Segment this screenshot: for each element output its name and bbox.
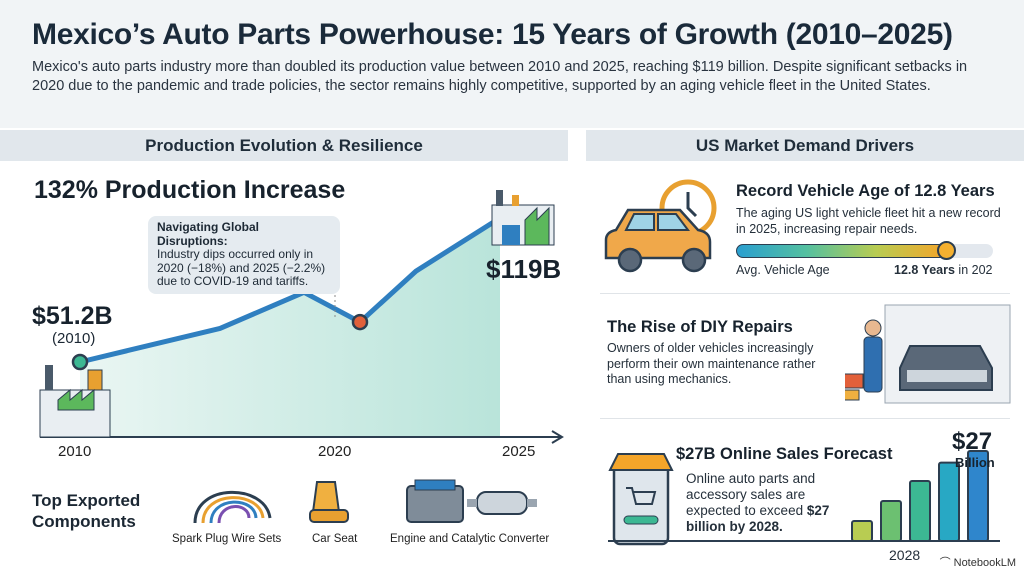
tick-2025: 2025 bbox=[502, 443, 536, 460]
online-text: Online auto parts and accessory sales ar… bbox=[686, 471, 834, 535]
bar-xlabel: 2028 bbox=[889, 547, 921, 563]
divider bbox=[600, 418, 1010, 419]
divider bbox=[600, 293, 1010, 294]
factory-icon-2010 bbox=[39, 365, 111, 438]
header bbox=[0, 0, 1024, 128]
component-icons bbox=[193, 479, 537, 524]
gauge-value-rest: in 202 bbox=[954, 263, 993, 277]
brand-text: NotebookLM bbox=[953, 557, 1016, 569]
gauge-value: 12.8 Years in 202 bbox=[894, 263, 992, 279]
bar-2 bbox=[880, 500, 902, 542]
section-title-production: Production Evolution & Resilience bbox=[0, 130, 568, 161]
components-title: Top Exported Components bbox=[32, 491, 141, 531]
diy-mechanic-icon bbox=[845, 304, 1011, 404]
bar-1 bbox=[851, 520, 873, 542]
gauge-marker bbox=[936, 241, 956, 260]
car-seat-icon bbox=[309, 481, 349, 523]
online-text-b: $27 billion by 2028. bbox=[686, 503, 830, 534]
engine-icon bbox=[406, 479, 464, 523]
spark-plug-wires-icon bbox=[193, 490, 272, 524]
bar-3 bbox=[909, 480, 931, 542]
tick-2020: 2020 bbox=[318, 443, 352, 460]
page-subtitle: Mexico's auto parts industry more than d… bbox=[32, 59, 968, 94]
value-2010: $51.2B bbox=[32, 302, 113, 330]
axis-arrow-icon bbox=[551, 430, 564, 444]
data-point-2010 bbox=[71, 353, 89, 371]
diy-text: Owners of older vehicles increasingly pe… bbox=[607, 341, 816, 386]
section-title-us-market: US Market Demand Drivers bbox=[586, 130, 1024, 161]
component-label-engine: Engine and Catalytic Converter bbox=[390, 533, 550, 545]
age-title: Record Vehicle Age of 12.8 Years bbox=[736, 182, 995, 200]
vehicle-age-gauge bbox=[736, 241, 993, 260]
component-label-seat: Car Seat bbox=[312, 533, 358, 545]
area-fill bbox=[80, 218, 500, 437]
online-shop-icon bbox=[608, 453, 674, 546]
online-sales-bar-chart bbox=[608, 450, 1000, 543]
notebooklm-logo: ⌒ NotebookLM bbox=[939, 557, 1016, 569]
callout-title: Navigating Global Disruptions: bbox=[157, 220, 260, 248]
factory-icon-2025 bbox=[491, 190, 555, 246]
callout-text: Industry dips occurred only in 2020 (−18… bbox=[157, 247, 326, 288]
gauge-label: Avg. Vehicle Age bbox=[736, 263, 830, 277]
value-2010-year: (2010) bbox=[52, 330, 96, 347]
data-point-2020 bbox=[351, 313, 369, 331]
catalytic-converter-icon bbox=[467, 491, 537, 515]
car-clock-icon bbox=[604, 179, 717, 273]
production-line bbox=[79, 215, 502, 365]
bar-4 bbox=[938, 461, 960, 543]
gauge-value-bold: 12.8 Years bbox=[894, 263, 955, 277]
bar-top-unit: Billion bbox=[955, 455, 995, 470]
age-text: The aging US light vehicle fleet hit a n… bbox=[736, 206, 1001, 236]
bar-5 bbox=[967, 450, 989, 542]
page-title: Mexico’s Auto Parts Powerhouse: 15 Years… bbox=[32, 18, 953, 51]
online-text-a: Online auto parts and accessory sales ar… bbox=[686, 471, 816, 518]
diy-title: The Rise of DIY Repairs bbox=[607, 318, 793, 336]
value-2025: $119B bbox=[486, 254, 562, 284]
production-line-chart bbox=[39, 190, 564, 444]
gauge-fill bbox=[736, 244, 947, 258]
bar-top-value: $27 bbox=[952, 428, 993, 455]
disruptions-callout: Navigating Global Disruptions: Industry d… bbox=[148, 216, 340, 294]
headline-increase: 132% Production Increase bbox=[34, 176, 346, 204]
online-title: $27B Online Sales Forecast bbox=[676, 445, 893, 463]
component-label-spark: Spark Plug Wire Sets bbox=[172, 533, 282, 545]
tick-2010: 2010 bbox=[58, 443, 92, 460]
